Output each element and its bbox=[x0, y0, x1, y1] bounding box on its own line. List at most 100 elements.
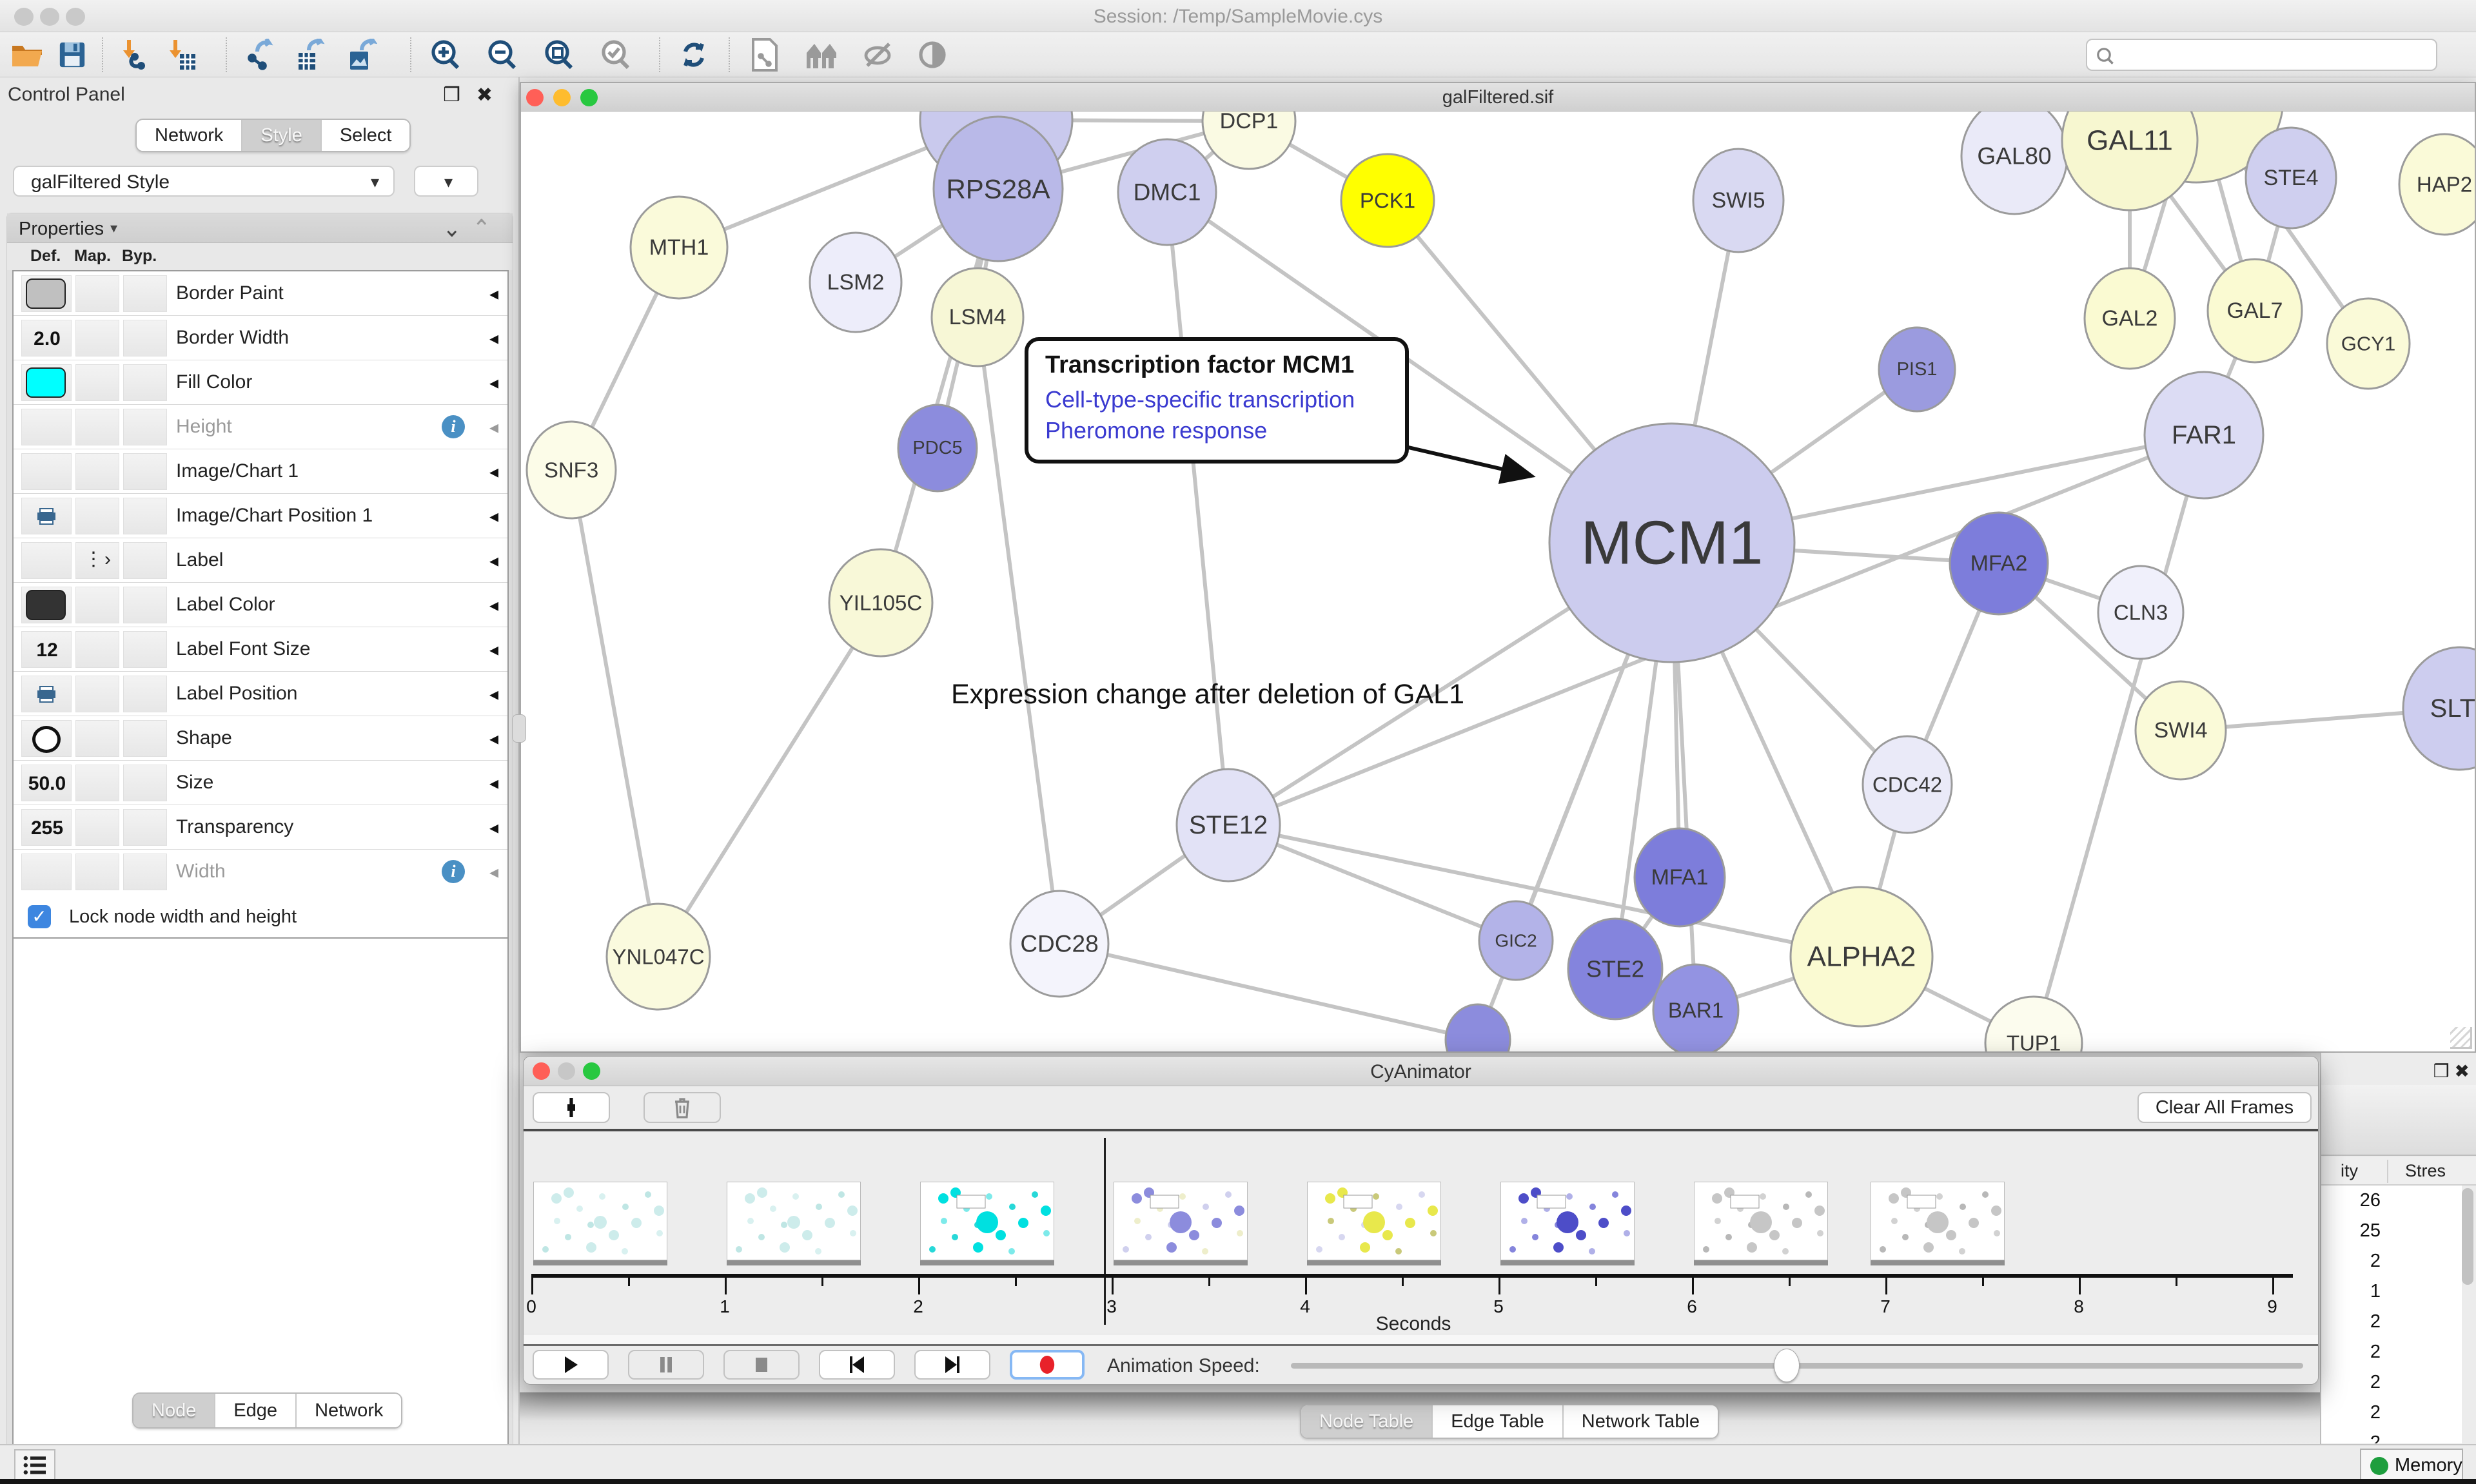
expand-arrow-icon[interactable]: ◂ bbox=[489, 817, 498, 837]
property-row-shape[interactable]: Shape ◂ bbox=[14, 716, 507, 761]
hide-details-icon[interactable] bbox=[860, 37, 896, 72]
edge-snf3-ynl047c[interactable] bbox=[569, 469, 660, 957]
position-icon[interactable] bbox=[36, 507, 57, 525]
property-row-width[interactable]: Width i ◂ bbox=[14, 850, 507, 894]
mapping-cell[interactable] bbox=[75, 409, 119, 445]
default-cell[interactable] bbox=[21, 453, 72, 490]
bypass-cell[interactable] bbox=[123, 320, 167, 356]
mapping-cell[interactable] bbox=[75, 453, 119, 490]
tab-node-table[interactable]: Node Table bbox=[1301, 1405, 1433, 1438]
default-swatch[interactable] bbox=[26, 278, 66, 309]
property-row-size[interactable]: 50.0 Size ◂ bbox=[14, 761, 507, 805]
default-cell[interactable]: 12 bbox=[21, 631, 72, 668]
default-cell[interactable] bbox=[21, 364, 72, 401]
node-gcy1[interactable] bbox=[2326, 297, 2411, 390]
bypass-cell[interactable] bbox=[123, 453, 167, 490]
bypass-cell[interactable] bbox=[123, 409, 167, 445]
tab-edge[interactable]: Edge bbox=[215, 1394, 297, 1427]
search-input[interactable] bbox=[2123, 43, 2426, 67]
tab-style[interactable]: Style bbox=[242, 120, 322, 151]
node-hap2[interactable] bbox=[2398, 133, 2475, 236]
panel-divider-handle[interactable] bbox=[512, 714, 526, 743]
default-cell[interactable] bbox=[21, 498, 72, 534]
mapping-cell[interactable] bbox=[75, 676, 119, 712]
frame-thumbnail-2[interactable] bbox=[727, 1182, 861, 1260]
table-row[interactable]: 1 bbox=[2321, 1276, 2462, 1307]
mapping-cell[interactable] bbox=[75, 809, 119, 846]
property-row-label[interactable]: ⋮› Label ◂ bbox=[14, 538, 507, 583]
default-cell[interactable] bbox=[21, 409, 72, 445]
property-row-label-color[interactable]: Label Color ◂ bbox=[14, 583, 507, 627]
mapping-cell[interactable] bbox=[75, 275, 119, 312]
node-mth1[interactable] bbox=[629, 195, 729, 300]
mapping-cell[interactable] bbox=[75, 587, 119, 623]
open-session-icon[interactable] bbox=[9, 37, 45, 72]
expand-arrow-icon[interactable]: ◂ bbox=[489, 284, 498, 304]
table-row[interactable]: 2 bbox=[2321, 1428, 2462, 1443]
node-far1[interactable] bbox=[2143, 371, 2265, 500]
pause-button[interactable] bbox=[628, 1350, 704, 1380]
table-row[interactable]: 2 bbox=[2321, 1398, 2462, 1428]
window-zoom-icon[interactable] bbox=[66, 8, 85, 26]
annotation-box[interactable]: Transcription factor MCM1 Cell-type-spec… bbox=[1025, 337, 1409, 464]
expand-all-icon[interactable]: ⌄ bbox=[442, 215, 462, 242]
expand-arrow-icon[interactable]: ◂ bbox=[489, 639, 498, 659]
node-ynl047c[interactable] bbox=[605, 903, 711, 1011]
expand-arrow-icon[interactable]: ◂ bbox=[489, 595, 498, 615]
slider-handle[interactable] bbox=[1774, 1349, 1800, 1382]
expand-arrow-icon[interactable]: ◂ bbox=[489, 684, 498, 704]
float-panel-icon[interactable]: ❒ bbox=[2433, 1061, 2450, 1081]
node-snf3[interactable] bbox=[526, 420, 617, 520]
delete-frame-button[interactable] bbox=[644, 1092, 721, 1123]
close-icon[interactable] bbox=[526, 89, 544, 106]
frame-thumbnail-3[interactable] bbox=[920, 1182, 1054, 1260]
default-cell[interactable] bbox=[21, 720, 72, 757]
expand-arrow-icon[interactable]: ◂ bbox=[489, 462, 498, 482]
default-value[interactable]: 12 bbox=[36, 639, 58, 661]
save-session-icon[interactable] bbox=[54, 37, 90, 72]
edge-far1-tup1[interactable] bbox=[2032, 434, 2206, 1044]
default-value[interactable]: 50.0 bbox=[28, 773, 66, 794]
frame-thumbnail-7[interactable] bbox=[1694, 1182, 1828, 1260]
memory-indicator[interactable]: Memory bbox=[2360, 1449, 2463, 1481]
bundle-apps-icon[interactable] bbox=[803, 37, 840, 72]
skip-to-start-button[interactable] bbox=[819, 1350, 895, 1380]
node-cdc28[interactable] bbox=[1009, 890, 1110, 998]
properties-header[interactable]: Properties ▾ ⌄ ⌃ bbox=[7, 213, 513, 243]
playhead[interactable] bbox=[1104, 1138, 1106, 1325]
resize-grip[interactable] bbox=[2450, 1027, 2472, 1049]
frame-thumbnail-8[interactable] bbox=[1871, 1182, 2005, 1260]
search-box[interactable] bbox=[2086, 39, 2437, 71]
property-row-image-chart-1[interactable]: Image/Chart 1 ◂ bbox=[14, 449, 507, 494]
node-pck1[interactable] bbox=[1340, 153, 1435, 248]
mapping-cell[interactable] bbox=[75, 765, 119, 801]
mapping-cell[interactable] bbox=[75, 364, 119, 401]
default-cell[interactable] bbox=[21, 542, 72, 579]
node-gal7[interactable] bbox=[2206, 258, 2303, 364]
frame-thumbnail-5[interactable] bbox=[1307, 1182, 1441, 1260]
default-cell[interactable] bbox=[21, 275, 72, 312]
node-yil105c[interactable] bbox=[828, 548, 934, 658]
node-ste12[interactable] bbox=[1175, 768, 1281, 883]
close-icon[interactable] bbox=[533, 1062, 550, 1080]
bypass-cell[interactable] bbox=[123, 676, 167, 712]
show-log-button[interactable] bbox=[14, 1449, 55, 1481]
table-row[interactable]: 2 bbox=[2321, 1307, 2462, 1337]
bypass-cell[interactable] bbox=[123, 765, 167, 801]
bypass-cell[interactable] bbox=[123, 631, 167, 668]
zoom-fit-icon[interactable] bbox=[540, 37, 576, 72]
default-value[interactable]: 2.0 bbox=[34, 328, 61, 349]
node-pdc5[interactable] bbox=[897, 404, 978, 493]
expand-arrow-icon[interactable]: ◂ bbox=[489, 506, 498, 526]
expand-arrow-icon[interactable]: ◂ bbox=[489, 862, 498, 882]
edge-ynl047c-yil105c[interactable] bbox=[656, 601, 883, 958]
import-network-icon[interactable] bbox=[116, 37, 152, 72]
default-swatch[interactable] bbox=[26, 590, 66, 620]
skip-to-end-button[interactable] bbox=[914, 1350, 990, 1380]
minimize-icon[interactable] bbox=[553, 89, 571, 106]
close-panel-icon[interactable]: ✖ bbox=[476, 84, 493, 106]
mapping-cell[interactable]: ⋮› bbox=[75, 542, 119, 579]
animation-speed-slider[interactable] bbox=[1291, 1349, 2303, 1382]
style-options-button[interactable]: ▾ bbox=[414, 166, 478, 197]
network-canvas[interactable]: DCP1 RPS28A DMC1 PCK1 MTH1 LSM2 LSM4 SWI5 GAL80 G… bbox=[521, 112, 2475, 1051]
